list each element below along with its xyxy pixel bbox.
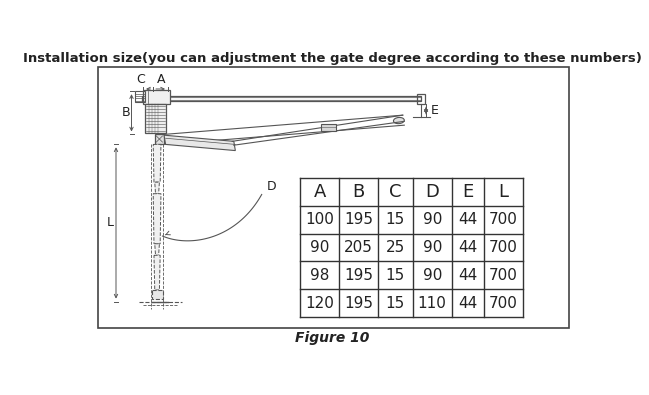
Text: 90: 90 [310,240,330,255]
Bar [145,103,165,133]
Polygon shape [154,244,160,255]
Text: 110: 110 [418,295,447,310]
Bar [152,290,162,299]
Text: 195: 195 [344,295,373,310]
Text: 195: 195 [344,268,373,283]
Text: 15: 15 [386,213,405,228]
Text: D: D [267,180,276,193]
Text: Figure 10: Figure 10 [295,331,369,346]
Text: 25: 25 [386,240,405,255]
Text: 205: 205 [344,240,373,255]
Text: 700: 700 [489,268,518,283]
Polygon shape [153,145,161,182]
Text: 98: 98 [310,268,330,283]
Text: D: D [425,183,439,201]
Text: 90: 90 [422,213,442,228]
Text: 44: 44 [458,213,478,228]
Text: L: L [498,183,509,201]
Bar [154,134,164,144]
Text: 44: 44 [458,295,478,310]
Text: 15: 15 [386,295,405,310]
Polygon shape [154,182,160,194]
Text: A: A [156,73,165,86]
Text: B: B [352,183,365,201]
Text: 700: 700 [489,295,518,310]
Text: 100: 100 [306,213,334,228]
Bar [143,90,170,103]
Bar [321,124,336,130]
Text: B: B [122,106,130,119]
Text: L: L [107,216,114,229]
Text: A: A [313,183,326,201]
Text: 15: 15 [386,268,405,283]
Polygon shape [164,135,236,150]
Text: 44: 44 [458,268,478,283]
Bar [141,96,421,101]
Text: C: C [136,73,145,86]
Text: 44: 44 [458,240,478,255]
Text: C: C [389,183,402,201]
Text: 90: 90 [422,240,442,255]
Text: E: E [431,104,439,117]
Text: 700: 700 [489,213,518,228]
Text: 120: 120 [306,295,334,310]
Bar [98,67,569,329]
Text: E: E [462,183,474,201]
Text: 195: 195 [344,213,373,228]
Text: 90: 90 [422,268,442,283]
Ellipse shape [393,117,404,124]
Bar [136,91,145,102]
Polygon shape [153,194,161,244]
Text: Installation size(you can adjustment the gate degree according to these numbers): Installation size(you can adjustment the… [23,52,642,65]
Polygon shape [154,255,160,290]
Text: 700: 700 [489,240,518,255]
Bar [417,94,425,104]
